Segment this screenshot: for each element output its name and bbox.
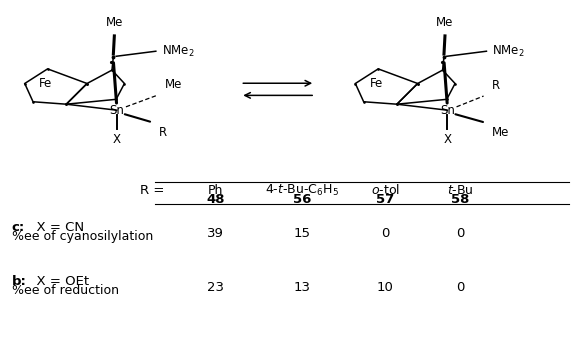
Text: Fe: Fe [370, 77, 384, 90]
Text: Me: Me [436, 16, 454, 29]
Text: Fe: Fe [39, 77, 53, 90]
Text: Sn: Sn [109, 104, 124, 117]
Text: R =: R = [140, 184, 164, 197]
Text: X: X [113, 133, 121, 146]
Text: X: X [443, 133, 451, 146]
Text: X = OEt: X = OEt [28, 275, 89, 288]
Text: 10: 10 [377, 281, 394, 294]
Text: $\it{t}$-Bu: $\it{t}$-Bu [447, 184, 473, 197]
Text: Me: Me [106, 16, 123, 29]
Text: 48: 48 [206, 193, 225, 206]
Text: X = CN: X = CN [28, 221, 84, 234]
Text: R: R [492, 79, 500, 92]
Text: 23: 23 [207, 281, 224, 294]
Text: Me: Me [492, 126, 509, 140]
Text: 15: 15 [293, 227, 310, 240]
Text: Sn: Sn [440, 104, 455, 117]
Text: 0: 0 [456, 281, 464, 294]
Text: Ph: Ph [208, 184, 223, 197]
Text: $\it{o}$-tol: $\it{o}$-tol [371, 183, 400, 197]
Text: c:: c: [12, 221, 25, 234]
Text: R: R [159, 126, 167, 139]
Text: %ee of reduction: %ee of reduction [12, 284, 118, 297]
Text: 4-$\it{t}$-Bu-C$_6$H$_5$: 4-$\it{t}$-Bu-C$_6$H$_5$ [265, 183, 339, 198]
Text: 58: 58 [451, 193, 469, 206]
Text: 0: 0 [381, 227, 389, 240]
Text: Me: Me [165, 78, 182, 91]
Text: NMe$_2$: NMe$_2$ [492, 44, 525, 59]
Text: 57: 57 [376, 193, 394, 206]
Text: %ee of cyanosilylation: %ee of cyanosilylation [12, 230, 153, 243]
Text: 0: 0 [456, 227, 464, 240]
Text: 56: 56 [293, 193, 311, 206]
Text: NMe$_2$: NMe$_2$ [162, 44, 194, 59]
Text: 13: 13 [293, 281, 310, 294]
Text: 39: 39 [207, 227, 224, 240]
Text: b:: b: [12, 275, 26, 288]
